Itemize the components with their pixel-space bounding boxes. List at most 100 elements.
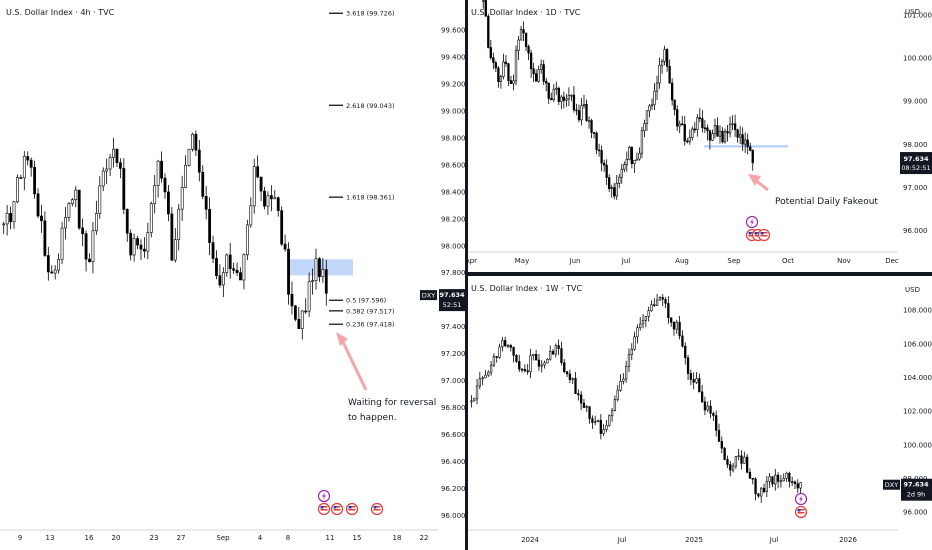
candle-1d	[509, 80, 513, 84]
candle-1w	[695, 378, 698, 383]
annotation-arrowhead	[748, 174, 761, 186]
candle-1d	[587, 120, 591, 122]
candle-1d	[575, 109, 578, 112]
price-label-symbol: DXY	[422, 292, 435, 300]
candle-1w	[492, 356, 496, 366]
candle-1d	[529, 52, 533, 70]
candle-1d	[658, 64, 661, 84]
h4-flash-bolt	[322, 492, 326, 500]
candle-1d	[681, 123, 684, 126]
candle-1d	[640, 130, 644, 154]
candle-4h	[201, 171, 205, 197]
candle-1w	[627, 354, 631, 367]
candle-1w	[551, 351, 555, 355]
candle-4h	[184, 164, 187, 188]
candle-1d	[492, 57, 495, 63]
candle-1d	[550, 98, 553, 101]
candle-1w	[596, 419, 600, 423]
candle-4h	[149, 203, 153, 233]
price-label-symbol-box	[883, 479, 900, 490]
time-tick: 11	[326, 534, 335, 542]
time-tick: 16	[85, 534, 94, 542]
candle-1w	[591, 418, 594, 423]
time-tick: 18	[393, 534, 402, 542]
candle-1d	[663, 49, 666, 62]
price-tick: 97.000	[903, 184, 928, 192]
price-label-symbol: DXY	[885, 481, 898, 489]
candle-1d	[706, 127, 709, 132]
candle-1w	[630, 348, 633, 355]
price-tick: 99.400	[441, 54, 466, 62]
chart-1w[interactable]: USD108.000106.000104.000102.000100.00098…	[468, 276, 932, 550]
candle-1d	[721, 130, 724, 143]
price-label-countdown: 2d 9h	[907, 491, 926, 499]
candle-4h	[228, 254, 232, 269]
candle-4h	[105, 168, 109, 172]
candle-1w	[543, 362, 546, 366]
price-tick: 96.000	[903, 509, 928, 517]
candle-1w	[608, 415, 611, 426]
candle-4h	[245, 224, 249, 256]
candle-1d	[517, 39, 520, 51]
candle-4h	[81, 227, 85, 235]
candle-4h	[242, 254, 246, 281]
price-axis-unit: USD	[905, 286, 920, 294]
candle-1d	[532, 68, 535, 75]
candle-1w	[610, 410, 614, 417]
candle-1w	[729, 464, 732, 471]
candle-1w	[518, 361, 521, 370]
chart-title-1w: U.S. Dollar Index · 1W · TVC	[471, 284, 583, 293]
candle-1d	[620, 168, 623, 178]
candle-1d	[565, 98, 568, 101]
candle-4h	[36, 193, 40, 217]
candle-1w	[605, 424, 608, 430]
panel-divider-horizontal[interactable]	[468, 272, 932, 276]
fib-level-label: 0.5 (97.596)	[346, 297, 386, 305]
chart-4h[interactable]: 99.600 99.400 99.200 99.000 98.800 98.600 98.4…	[0, 0, 466, 550]
candle-1w	[743, 456, 746, 464]
candle-1w	[740, 455, 743, 464]
candle-1d	[648, 105, 651, 112]
candle-1w	[667, 302, 670, 319]
candle-1d	[683, 124, 686, 142]
candle-1d	[504, 61, 508, 64]
candle-4h	[101, 170, 105, 187]
candle-1d	[557, 87, 560, 102]
candle-4h	[143, 248, 146, 252]
candle-1d	[736, 129, 739, 138]
candle-1w	[557, 345, 560, 349]
time-tick: Jul	[617, 536, 627, 544]
candle-1d	[713, 125, 717, 135]
candle-4h	[26, 156, 30, 161]
time-tick: 22	[420, 534, 429, 542]
candle-1d	[595, 132, 598, 151]
candle-1d	[484, 0, 487, 17]
candle-1w	[737, 455, 740, 458]
candle-4h	[266, 195, 270, 207]
candle-1d	[653, 90, 656, 106]
d1-us-flag-canton	[748, 232, 752, 235]
panel-divider-vertical[interactable]	[465, 0, 468, 550]
candle-1d	[527, 46, 530, 54]
time-tick: 13	[46, 534, 55, 542]
chart-title-4h: U.S. Dollar Index · 4h · TVC	[6, 8, 115, 17]
candle-1w	[664, 298, 667, 304]
candle-4h	[16, 177, 19, 203]
price-tick: 96.400	[441, 458, 466, 466]
candle-1d	[519, 29, 523, 41]
time-tick: 23	[150, 534, 159, 542]
h4-us-flag-stripe	[348, 506, 356, 508]
price-tick: 100.000	[903, 441, 932, 449]
candle-1w	[703, 401, 707, 411]
candle-4h	[180, 187, 184, 210]
candle-1w	[515, 355, 518, 362]
h4-us-flag-canton	[333, 506, 337, 509]
candle-4h	[280, 210, 284, 245]
candle-1w	[520, 368, 524, 371]
candle-1d	[542, 64, 545, 82]
candle-1w	[616, 389, 619, 400]
candle-1w	[655, 299, 659, 306]
candle-4h	[129, 232, 133, 256]
candle-1d	[738, 134, 742, 138]
